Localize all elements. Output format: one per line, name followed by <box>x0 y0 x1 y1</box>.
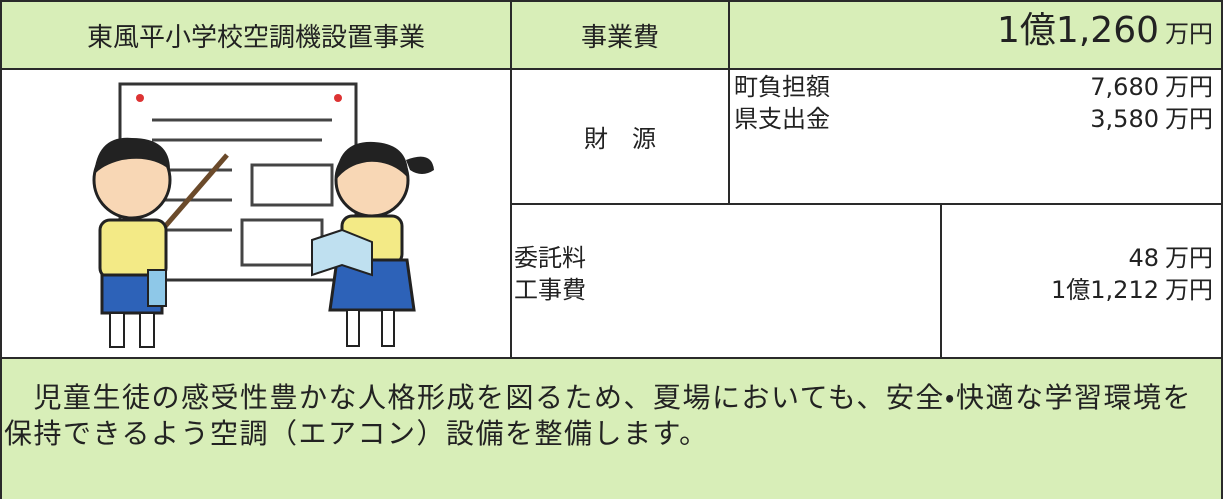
cost-line: 1億1,260 万円 <box>997 13 1213 49</box>
cap <box>147 269 167 307</box>
amount: 48 <box>1128 244 1159 272</box>
funding-label-cell: 財 源 <box>510 68 730 205</box>
unit: 万円 <box>1165 244 1213 272</box>
girl-leg <box>381 309 395 347</box>
description: 児童生徒の感受性豊かな人格形成を図るため、夏場においても、安全・快適な学習環境を… <box>4 381 1192 450</box>
breakdown-item-label: 委託料 <box>514 244 586 272</box>
breakdown-item-amount: 1億1,212 万円 <box>1051 275 1213 305</box>
amount: 3,580 <box>1090 105 1159 133</box>
funding-item-label: 町負担額 <box>734 73 830 101</box>
girl-leg <box>346 309 360 347</box>
pointer <box>160 153 229 232</box>
funding-item-label: 県支出金 <box>734 105 830 133</box>
illustration <box>92 82 434 348</box>
pin <box>136 94 144 102</box>
funding-item-amount: 3,580 万円 <box>1090 104 1213 134</box>
unit: 万円 <box>1165 105 1213 133</box>
boy-leg <box>139 312 155 348</box>
boy-leg <box>109 312 125 348</box>
funding-cell: 町負担額 7,680 万円 県支出金 3,580 万円 <box>728 68 1223 205</box>
project-title: 東風平小学校空調機設置事業 <box>86 22 425 53</box>
board-box <box>250 163 334 207</box>
unit: 万円 <box>1165 73 1213 101</box>
illustration-cell <box>0 68 512 359</box>
funding-label: 財 源 <box>584 125 656 153</box>
girl-hair <box>336 141 409 180</box>
cost-label: 事業費 <box>580 22 659 53</box>
book <box>311 228 373 277</box>
cost-label-cell: 事業費 <box>510 0 730 70</box>
funding-item-amount: 7,680 万円 <box>1090 72 1213 102</box>
cost-cell: 1億1,260 万円 <box>728 0 1223 70</box>
breakdown-item-amount: 48 万円 <box>1128 243 1213 273</box>
girl-ponytail <box>406 156 434 174</box>
breakdown-item-label: 工事費 <box>514 276 586 304</box>
amount: 7,680 <box>1090 73 1159 101</box>
pin <box>334 94 342 102</box>
amount: 1億1,212 <box>1051 276 1159 304</box>
breakdown-amount-cell: 48 万円 1億1,212 万円 <box>940 203 1223 359</box>
girl-skirt <box>328 258 416 312</box>
cost-unit: 万円 <box>1165 20 1213 48</box>
project-cell: 東風平小学校空調機設置事業 <box>0 0 512 70</box>
boy-hair <box>94 137 170 175</box>
description-cell <box>0 357 1223 499</box>
cost-amount: 1億1,260 <box>997 10 1159 51</box>
breakdown-label-cell: 委託料 工事費 <box>510 203 942 359</box>
unit: 万円 <box>1165 276 1213 304</box>
